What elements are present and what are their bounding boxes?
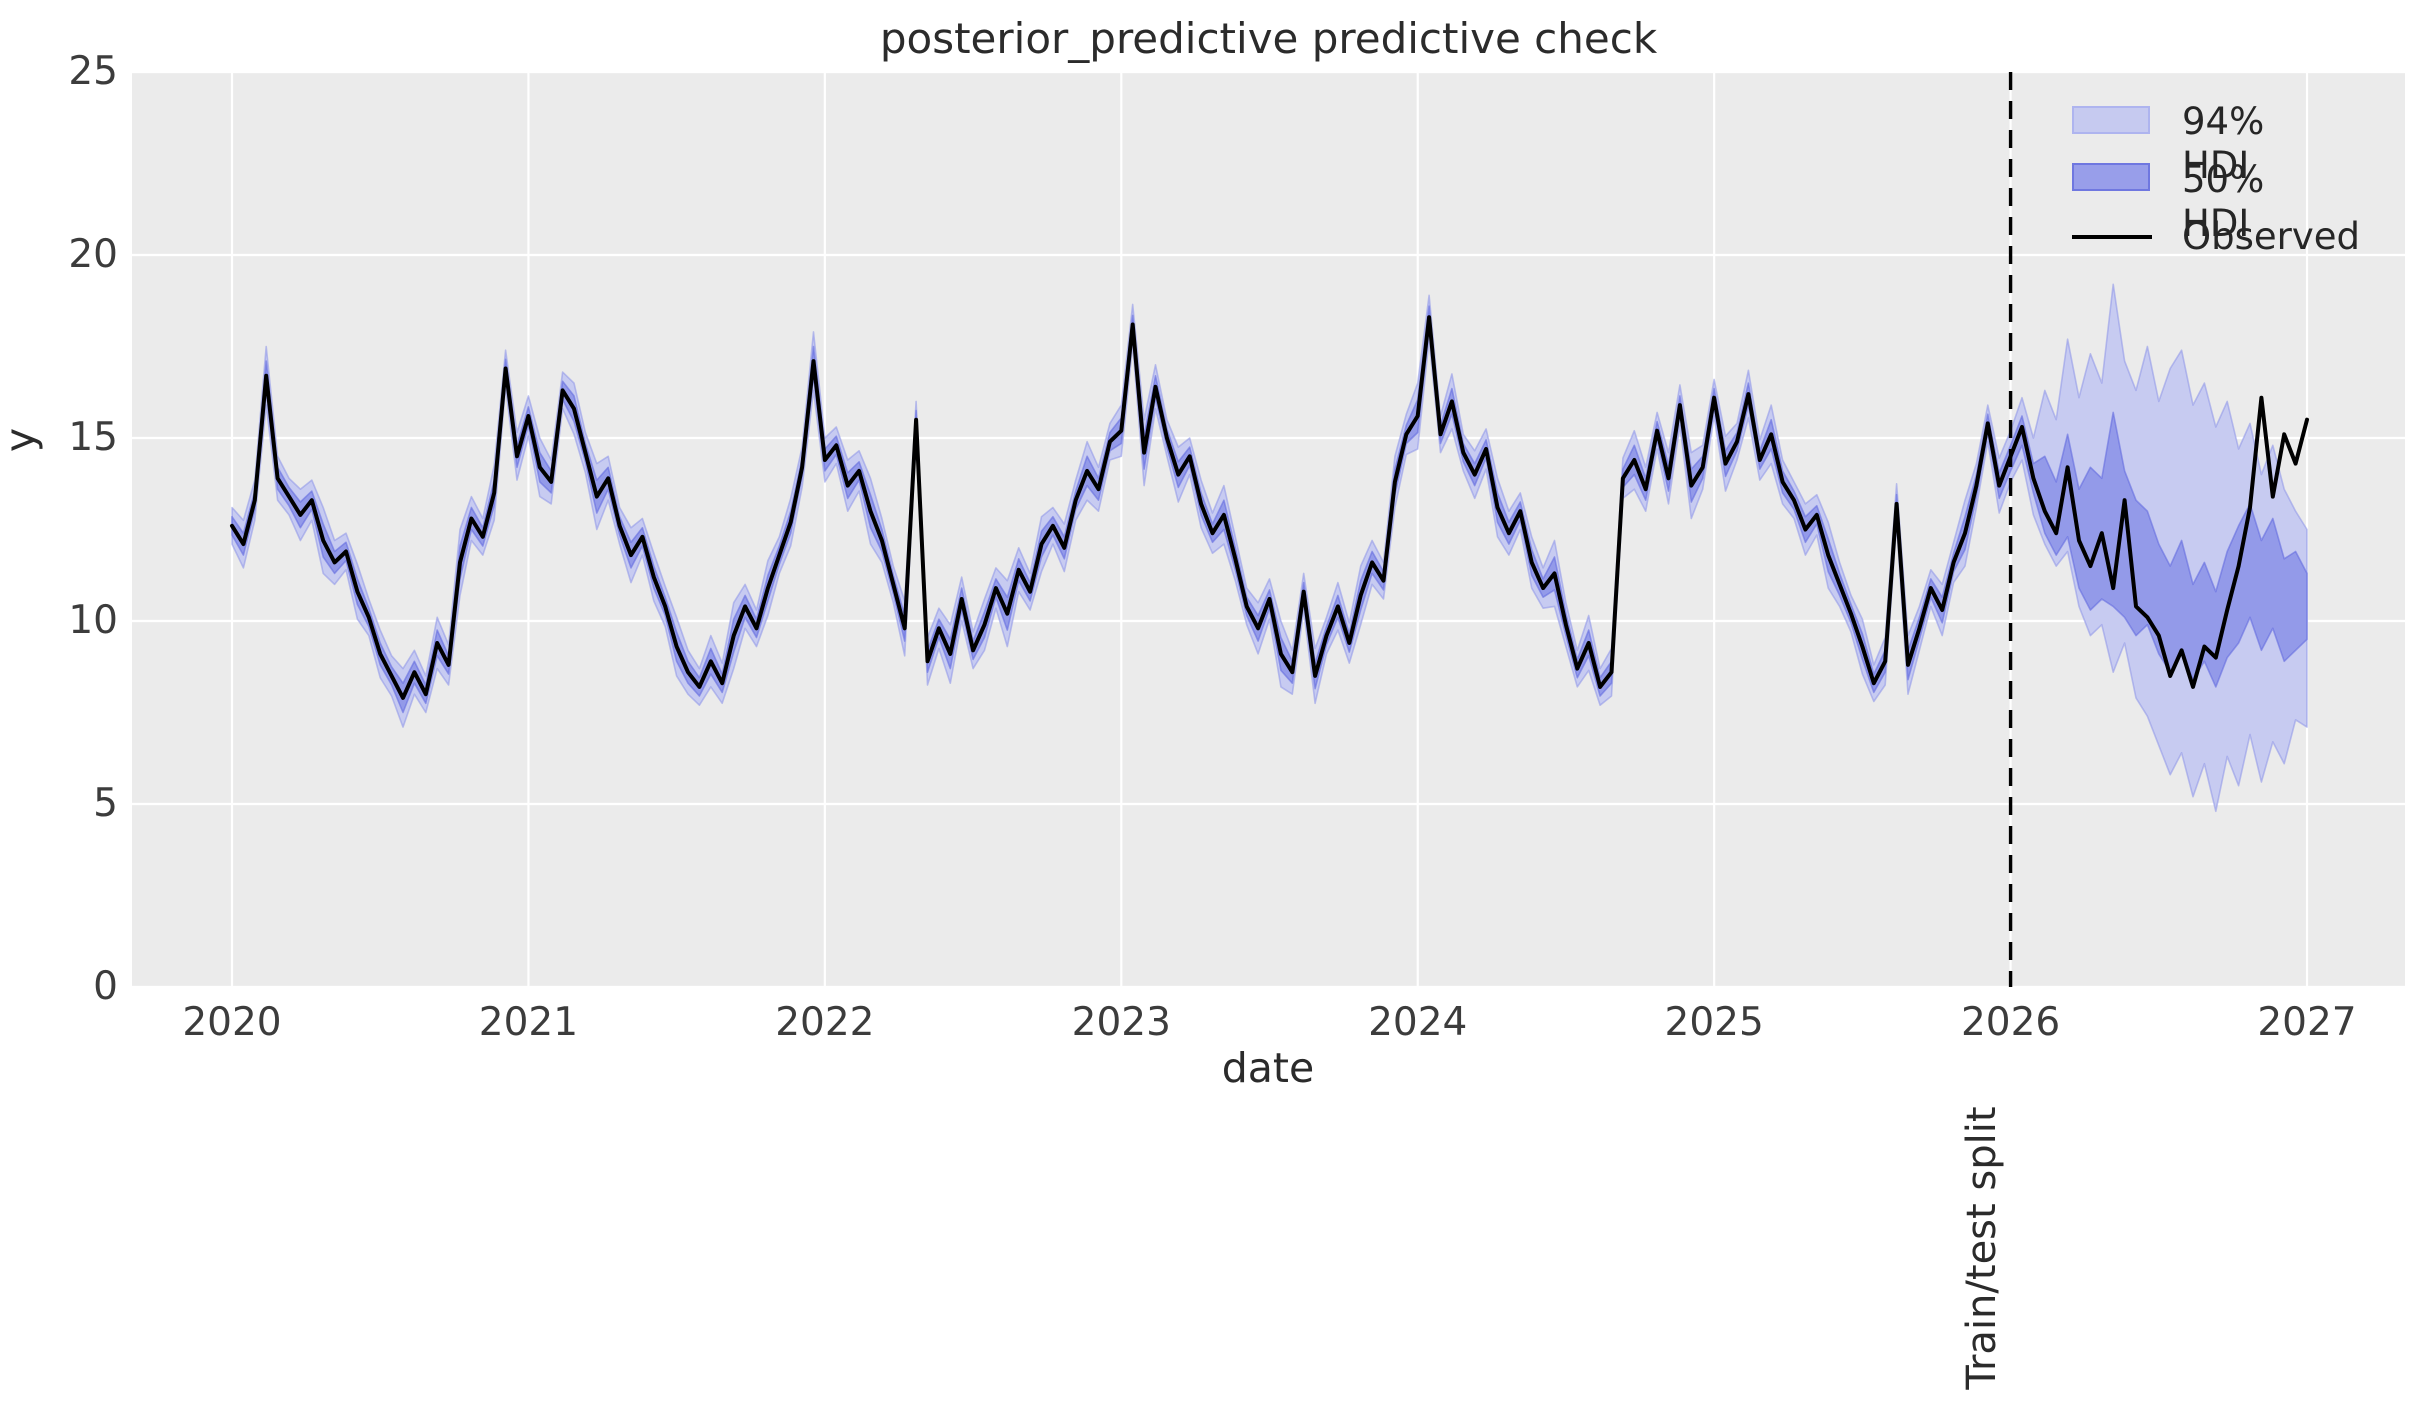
- legend-label-94-hdi: 94% HDI: [2182, 100, 2265, 187]
- x-tick-label: 2023: [1071, 1000, 1171, 1045]
- x-axis-label: date: [1221, 1044, 1315, 1092]
- x-tick-label: 2027: [2257, 1000, 2357, 1045]
- y-tick-label: 25: [68, 49, 118, 94]
- legend-line-observed: [2072, 235, 2152, 239]
- y-tick-label: 0: [93, 964, 118, 1009]
- y-tick-label: 10: [68, 598, 118, 643]
- x-tick-label: 2026: [1960, 1000, 2061, 1045]
- chart-title: posterior_predictive predictive check: [879, 14, 1658, 63]
- train-test-split-label: Train/test split: [1959, 1106, 2005, 1390]
- x-tick-label: 2024: [1368, 1000, 1468, 1045]
- observed-line: [230, 315, 2309, 700]
- x-tick-label: 2022: [775, 1000, 875, 1045]
- x-tick-label: 2025: [1664, 1000, 1764, 1045]
- legend-label-50-hdi: 50% HDI: [2182, 158, 2265, 245]
- y-tick-label: 15: [68, 415, 118, 460]
- x-tick-label: 2020: [182, 1000, 282, 1045]
- legend-label-observed: Observed: [2182, 215, 2361, 258]
- x-tick-label: 2021: [478, 1000, 579, 1045]
- y-tick-label: 5: [93, 781, 118, 826]
- legend-swatch-94-hdi: [2072, 106, 2150, 134]
- legend-swatch-50-hdi: [2072, 163, 2150, 191]
- y-tick-label: 20: [68, 232, 118, 277]
- plot-background: [132, 72, 2405, 987]
